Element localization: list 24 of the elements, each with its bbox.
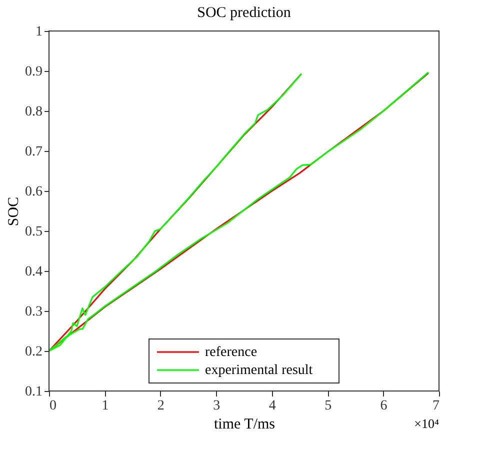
y-tick-label: 1 [36, 24, 42, 40]
y-tick-label: 0.4 [25, 264, 42, 280]
y-tick-label: 0.3 [25, 304, 42, 320]
y-tick-label: 0.5 [25, 224, 42, 240]
x-tick-label: 6 [380, 398, 388, 414]
legend-label: reference [205, 345, 258, 360]
chart-title: SOC prediction [197, 5, 292, 21]
y-tick-label: 0.7 [25, 144, 42, 160]
y-axis-title: SOC [6, 196, 22, 226]
y-tick-label: 0.1 [25, 384, 42, 400]
x-axis-title: time T/ms [214, 416, 276, 432]
y-tick-label: 0.2 [25, 344, 42, 360]
x-tick-label: 3 [213, 398, 220, 414]
x-tick-label: 4 [268, 398, 276, 414]
y-tick-label: 0.9 [25, 64, 42, 80]
x-tick-label: 0 [50, 398, 56, 414]
legend-label: experimental result [205, 363, 313, 378]
x-tick-label: 2 [157, 398, 164, 414]
y-tick-label: 0.8 [25, 104, 42, 120]
x-tick-label: 7 [432, 398, 440, 414]
y-tick-label: 0.6 [25, 184, 42, 200]
x-tick-label: 5 [324, 398, 332, 414]
x-tick-label: 1 [102, 398, 109, 414]
text: ×10⁴ [414, 416, 440, 431]
